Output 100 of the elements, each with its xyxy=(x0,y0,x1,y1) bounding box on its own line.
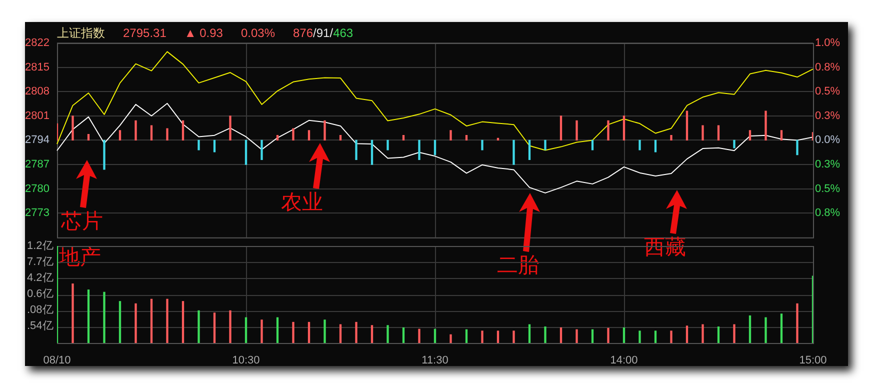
bar xyxy=(638,330,641,343)
bar xyxy=(465,135,468,141)
bar xyxy=(717,326,720,343)
bar xyxy=(355,140,358,160)
annotation: 农业 xyxy=(281,191,323,215)
bar xyxy=(465,329,468,343)
bar xyxy=(182,120,184,141)
bar xyxy=(686,110,688,141)
bar xyxy=(654,330,657,343)
bar xyxy=(528,324,531,343)
bar xyxy=(386,140,389,150)
y2-tick-label: 0.8% xyxy=(815,61,840,74)
bar xyxy=(166,128,168,141)
bar xyxy=(229,310,232,343)
bar xyxy=(434,328,436,343)
bar xyxy=(355,322,358,343)
bar xyxy=(103,140,106,170)
annotation: 地产 xyxy=(59,246,101,270)
y2-tick-label: 1.0% xyxy=(815,37,840,50)
bar xyxy=(434,140,436,156)
bar xyxy=(418,328,420,343)
bar xyxy=(134,120,137,141)
bar xyxy=(229,116,232,141)
x-tick-label: 15:00 xyxy=(799,354,827,367)
x-tick-label: 10:30 xyxy=(232,354,260,367)
y-tick-label: 2773 xyxy=(25,207,50,220)
bar xyxy=(796,303,798,343)
bar xyxy=(702,125,704,141)
y2-tick-label: 0.3% xyxy=(815,158,840,171)
bar xyxy=(748,315,752,343)
bar xyxy=(560,327,562,343)
bar xyxy=(450,130,452,141)
bar xyxy=(339,324,342,343)
bar xyxy=(591,329,594,343)
bar xyxy=(733,140,736,148)
bar xyxy=(103,292,106,343)
text: .54亿 xyxy=(27,320,54,334)
y-tick-label: 2815 xyxy=(25,61,50,74)
y-tick-label: 2801 xyxy=(25,110,50,122)
bar xyxy=(402,327,405,343)
bar xyxy=(244,140,248,165)
bar xyxy=(213,312,216,343)
bar xyxy=(481,140,484,150)
bar xyxy=(576,329,578,343)
y-tick-label: 2822 xyxy=(25,37,50,50)
bar xyxy=(607,328,610,343)
bar xyxy=(450,334,452,343)
bar xyxy=(150,125,153,141)
text: 876/91/463 xyxy=(293,26,354,40)
text: 7.7亿 xyxy=(27,256,54,269)
text: ▲ 0.93 xyxy=(184,26,223,40)
y2-tick-label: 0.5% xyxy=(815,86,840,98)
bar xyxy=(496,330,500,343)
bar xyxy=(260,320,263,343)
y-tick-label: 2808 xyxy=(25,86,50,98)
bar xyxy=(150,298,153,343)
bar xyxy=(292,128,294,141)
bar xyxy=(72,116,74,141)
bar xyxy=(560,116,562,141)
bar xyxy=(622,116,626,141)
bar xyxy=(591,140,594,150)
bar xyxy=(198,310,200,343)
bar xyxy=(418,140,420,160)
text: 4.2亿 xyxy=(27,272,54,285)
bar xyxy=(748,130,752,141)
bar xyxy=(686,326,688,343)
bar xyxy=(796,140,798,156)
y2-tick-label: 0.8% xyxy=(815,207,840,220)
bar xyxy=(780,130,783,141)
text: 2795.31 xyxy=(123,26,166,40)
bar xyxy=(118,130,122,141)
bar xyxy=(276,135,279,141)
y2-tick-label: 0.5% xyxy=(815,182,840,195)
bar xyxy=(544,140,546,150)
bar xyxy=(244,317,248,343)
bar xyxy=(717,125,720,141)
bar xyxy=(324,120,326,141)
bar xyxy=(638,140,641,150)
bar xyxy=(72,284,74,343)
bar xyxy=(324,320,326,343)
bar xyxy=(260,140,263,160)
bar xyxy=(622,327,626,343)
bar xyxy=(166,298,168,343)
y-tick-label: 2787 xyxy=(25,158,50,171)
bar xyxy=(512,330,515,343)
bar xyxy=(654,140,657,152)
annotation: 芯片 xyxy=(61,210,103,234)
bar xyxy=(764,110,767,141)
chart-title: 上证指数 xyxy=(57,26,105,40)
bar xyxy=(213,140,216,152)
bar xyxy=(370,325,374,343)
bar xyxy=(386,325,389,343)
x-tick-label: 08/10 xyxy=(43,354,71,367)
bar xyxy=(87,134,90,141)
y-tick-label: 2794 xyxy=(25,134,50,146)
y2-tick-label: 0.0% xyxy=(815,134,840,146)
bar xyxy=(198,140,200,150)
bar xyxy=(134,303,137,343)
bar xyxy=(370,140,374,165)
bar xyxy=(670,135,672,141)
